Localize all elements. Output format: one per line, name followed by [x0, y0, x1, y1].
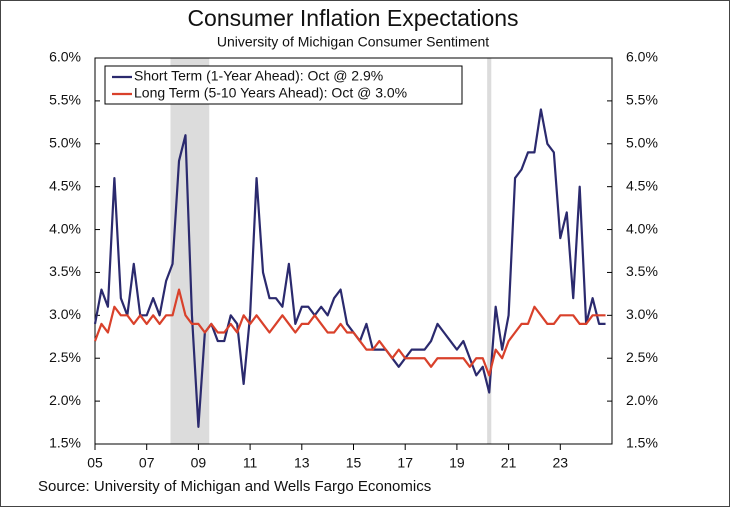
x-tick-label: 11	[243, 455, 258, 471]
x-tick-label: 15	[346, 455, 362, 471]
y-tick-label: 4.0%	[49, 220, 81, 236]
y2-tick-label: 5.5%	[626, 92, 658, 108]
y-tick-label: 3.0%	[49, 306, 81, 322]
y2-tick-label: 3.0%	[626, 306, 658, 322]
y-tick-label: 2.5%	[49, 349, 81, 365]
chart-title: Consumer Inflation Expectations	[187, 5, 518, 31]
legend-label: Long Term (5-10 Years Ahead): Oct @ 3.0%	[134, 85, 407, 101]
source-note: Source: University of Michigan and Wells…	[38, 478, 431, 495]
x-tick-label: 13	[294, 455, 310, 471]
y2-tick-label: 2.0%	[626, 392, 658, 408]
x-tick-label: 07	[139, 455, 155, 471]
series-line	[93, 108, 606, 428]
y2-tick-label: 4.0%	[626, 220, 658, 236]
x-tick-label: 23	[553, 455, 569, 471]
x-tick-label: 05	[87, 455, 103, 471]
y2-tick-label: 6.0%	[626, 49, 658, 65]
recession-shade	[487, 58, 492, 444]
y-tick-label: 3.5%	[49, 263, 81, 279]
x-tick-label: 17	[397, 455, 413, 471]
y-tick-label: 1.5%	[49, 435, 81, 451]
series-line	[93, 288, 606, 377]
y-tick-label: 2.0%	[49, 392, 81, 408]
x-tick-label: 09	[191, 455, 207, 471]
y2-tick-label: 1.5%	[626, 435, 658, 451]
y2-tick-label: 5.0%	[626, 134, 658, 150]
y2-tick-label: 3.5%	[626, 263, 658, 279]
y2-tick-label: 4.5%	[626, 177, 658, 193]
legend-label: Short Term (1-Year Ahead): Oct @ 2.9%	[134, 68, 383, 84]
x-tick-label: 21	[501, 455, 517, 471]
chart-subtitle: University of Michigan Consumer Sentimen…	[217, 34, 489, 50]
y-tick-label: 6.0%	[49, 49, 81, 65]
y-tick-label: 4.5%	[49, 177, 81, 193]
y-tick-label: 5.0%	[49, 134, 81, 150]
legend-box	[104, 65, 463, 105]
x-tick-label: 19	[449, 455, 465, 471]
y2-tick-label: 2.5%	[626, 349, 658, 365]
y-tick-label: 5.5%	[49, 92, 81, 108]
